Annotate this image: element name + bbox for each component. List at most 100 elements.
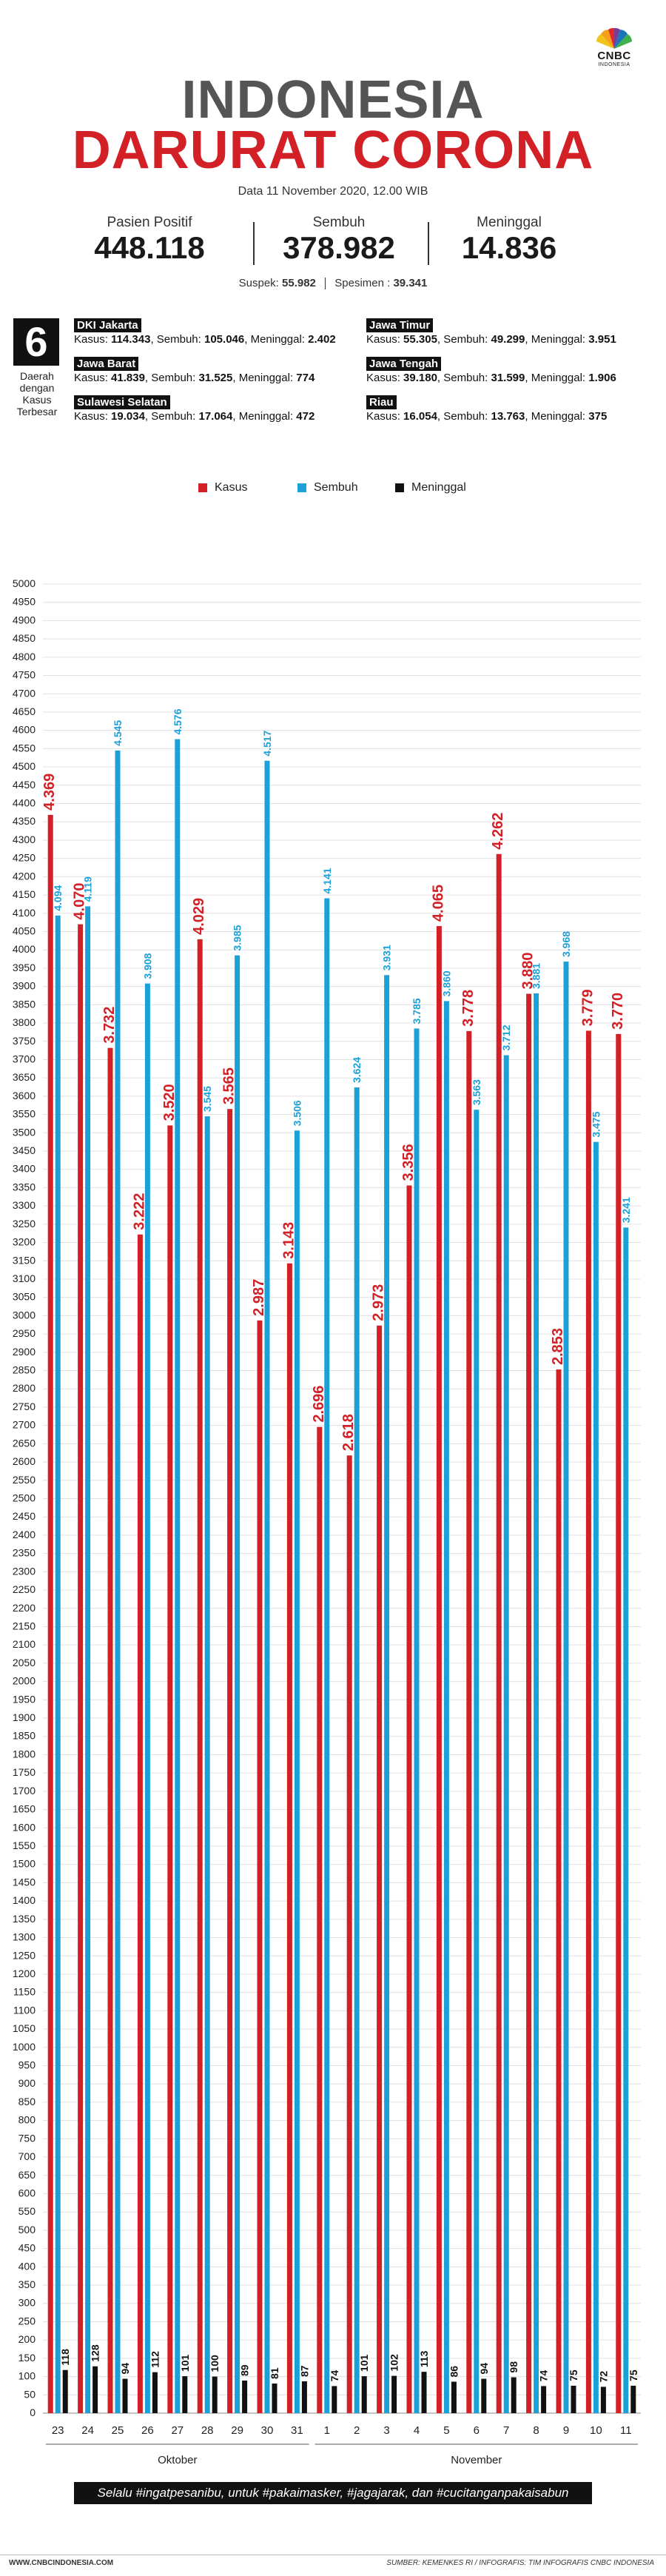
spesimen-value: 39.341 [393,277,428,289]
bar-sembuh [175,739,181,2413]
y-tick-label: 550 [18,2205,36,2217]
data-date: Data 11 November 2020, 12.00 WIB [238,185,428,198]
kasus-value: 55.305 [403,333,437,346]
bar-meninggal [332,2386,337,2413]
sembuh-label: Sembuh: [151,372,196,384]
y-tick-label: 1900 [13,1711,36,1723]
sembuh-label: Sembuh: [443,333,488,346]
sembuh-label: Sembuh: [156,333,201,346]
y-tick-label: 2250 [13,1583,36,1595]
y-tick-label: 2350 [13,1547,36,1559]
legend-sembuh: Sembuh [297,481,358,494]
bar-kasus [227,1109,233,2413]
y-tick-label: 4100 [13,907,36,919]
title-line-2: DARURAT CORONA [72,121,594,180]
data-label-kasus: 2.987 [251,1279,267,1316]
y-tick-label: 2050 [13,1657,36,1668]
bar-kasus [526,993,532,2413]
y-tick-label: 200 [18,2333,36,2345]
data-label-kasus: 4.065 [430,885,446,922]
bar-kasus [406,1185,412,2413]
kasus-label: Kasus: [74,372,108,384]
x-tick-label: 2 [354,2424,360,2437]
y-tick-label: 1600 [13,1821,36,1833]
y-tick-label: 400 [18,2260,36,2272]
data-label-meninggal: 89 [239,2364,251,2376]
x-tick-label: 9 [563,2424,569,2437]
bar-kasus [496,853,502,2413]
y-tick-label: 4850 [13,632,36,644]
bar-sembuh [443,1001,449,2413]
meninggal-value: 1.906 [588,372,616,384]
sembuh-value: 31.525 [198,372,233,384]
data-label-kasus: 2.973 [371,1284,387,1321]
legend-sembuh-label: Sembuh [314,481,358,494]
x-tick-label: 27 [171,2424,184,2437]
data-label-kasus: 2.853 [550,1328,566,1365]
data-label-sembuh: 3.985 [232,925,243,950]
data-label-kasus: 3.732 [101,1007,118,1044]
bar-meninggal [541,2386,547,2413]
y-tick-label: 4450 [13,779,36,791]
bar-meninggal [301,2381,307,2413]
data-label-kasus: 3.222 [131,1193,147,1230]
data-label-sembuh: 4.576 [172,708,184,734]
bar-kasus [317,1426,323,2413]
data-label-sembuh: 3.931 [381,945,393,970]
bar-kasus [616,1033,622,2413]
y-tick-label: 3750 [13,1035,36,1047]
suspek-label: Suspek: [238,277,279,289]
data-label-kasus: 2.618 [340,1414,357,1451]
x-tick-label: 8 [533,2424,539,2437]
y-tick-label: 4500 [13,760,36,772]
y-tick-label: 4900 [13,614,36,625]
y-tick-label: 1950 [13,1693,36,1705]
bar-sembuh [55,915,61,2413]
y-tick-label: 2200 [13,1602,36,1614]
y-tick-label: 4250 [13,852,36,864]
bar-meninggal [511,2377,517,2413]
data-label-meninggal: 86 [448,2366,460,2378]
sembuh-value: 13.763 [491,410,525,423]
y-tick-label: 850 [18,2096,36,2107]
bar-meninggal [571,2385,576,2413]
bar-meninggal [212,2376,218,2413]
data-label-kasus: 3.779 [579,989,596,1026]
data-label-meninggal: 101 [179,2355,191,2372]
region-stats: Kasus: 16.054, Sembuh: 13.763, Meninggal… [366,410,608,423]
y-tick-label: 1300 [13,1931,36,1943]
bar-kasus [47,814,53,2413]
y-tick-label: 4350 [13,815,36,827]
bar-meninggal [421,2372,427,2413]
y-tick-label: 1150 [13,1986,36,1998]
y-tick-label: 2000 [13,1675,36,1687]
data-label-meninggal: 75 [628,2369,639,2381]
x-tick-label: 24 [81,2424,94,2437]
y-tick-label: 3450 [13,1144,36,1156]
y-tick-label: 3900 [13,980,36,992]
y-tick-label: 1850 [13,1730,36,1742]
bar-meninggal [242,2381,248,2413]
x-tick-label: 1 [324,2424,330,2437]
data-label-sembuh: 4.545 [112,720,124,746]
region-name: Jawa Barat [74,357,139,371]
meninggal-value: 774 [296,372,315,384]
data-label-sembuh: 4.141 [321,868,333,893]
bar-meninggal [122,2378,128,2413]
y-tick-label: 5000 [13,577,36,589]
bar-sembuh [354,1087,360,2413]
region-stats: Kasus: 114.343, Sembuh: 105.046, Meningg… [74,333,336,346]
bar-sembuh [204,1116,210,2413]
y-tick-label: 2550 [13,1474,36,1486]
y-tick-label: 4600 [13,724,36,736]
y-tick-label: 2950 [13,1327,36,1339]
y-tick-label: 3000 [13,1309,36,1321]
region-item: DKI Jakarta Kasus: 114.343, Sembuh: 105.0… [74,318,336,346]
data-label-sembuh: 3.475 [590,1111,602,1137]
bar-kasus [78,924,84,2413]
meninggal-label: Meninggal: [238,410,294,423]
bar-meninggal [600,2387,606,2413]
bar-meninggal [630,2385,636,2413]
bar-meninggal [391,2375,397,2413]
y-tick-label: 3250 [13,1218,36,1230]
